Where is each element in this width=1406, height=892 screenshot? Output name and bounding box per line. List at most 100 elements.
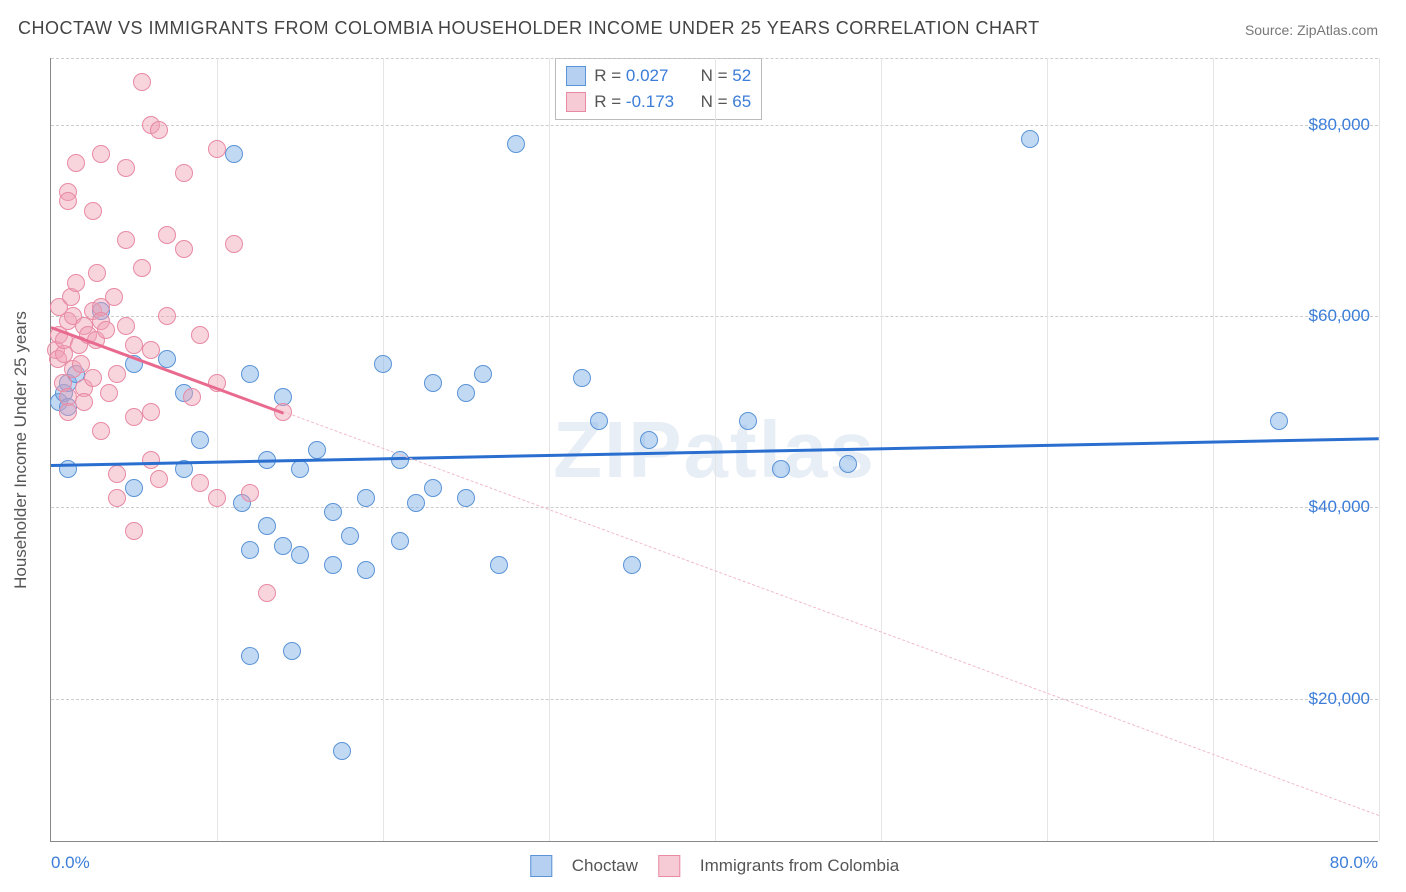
legend-label: Choctaw <box>572 856 638 876</box>
data-point <box>241 484 259 502</box>
data-point <box>225 145 243 163</box>
data-point <box>839 455 857 473</box>
y-axis-label: Householder Income Under 25 years <box>11 311 31 589</box>
y-tick-label: $20,000 <box>1309 689 1370 709</box>
data-point <box>333 742 351 760</box>
data-point <box>191 431 209 449</box>
trend-line-colombia-extrapolated <box>283 411 1379 816</box>
data-point <box>241 647 259 665</box>
data-point <box>75 393 93 411</box>
legend-stats: R = 0.027 N = 52 <box>594 63 751 89</box>
data-point <box>424 374 442 392</box>
legend-swatch <box>658 855 680 877</box>
data-point <box>142 403 160 421</box>
y-tick-label: $40,000 <box>1309 497 1370 517</box>
data-point <box>142 341 160 359</box>
source-link[interactable]: ZipAtlas.com <box>1297 22 1378 38</box>
data-point <box>158 226 176 244</box>
data-point <box>191 326 209 344</box>
legend-row: R = 0.027 N = 52 <box>566 63 751 89</box>
data-point <box>133 259 151 277</box>
data-point <box>125 336 143 354</box>
data-point <box>117 231 135 249</box>
legend-stats: R = -0.173 N = 65 <box>594 89 751 115</box>
data-point <box>208 140 226 158</box>
data-point <box>225 235 243 253</box>
legend-swatch <box>566 92 586 112</box>
data-point <box>183 388 201 406</box>
data-point <box>739 412 757 430</box>
data-point <box>424 479 442 497</box>
data-point <box>324 503 342 521</box>
legend-row: R = -0.173 N = 65 <box>566 89 751 115</box>
data-point <box>258 517 276 535</box>
x-tick-label: 80.0% <box>1330 853 1378 873</box>
data-point <box>241 541 259 559</box>
data-point <box>88 264 106 282</box>
data-point <box>158 307 176 325</box>
data-point <box>150 470 168 488</box>
data-point <box>341 527 359 545</box>
data-point <box>67 274 85 292</box>
data-point <box>457 489 475 507</box>
gridline-v <box>1379 58 1380 841</box>
x-tick-label: 0.0% <box>51 853 90 873</box>
data-point <box>100 384 118 402</box>
legend-label: Immigrants from Colombia <box>700 856 899 876</box>
data-point <box>274 537 292 555</box>
data-point <box>590 412 608 430</box>
data-point <box>374 355 392 373</box>
data-point <box>258 584 276 602</box>
data-point <box>150 121 168 139</box>
data-point <box>175 240 193 258</box>
y-tick-label: $60,000 <box>1309 306 1370 326</box>
data-point <box>772 460 790 478</box>
correlation-legend: R = 0.027 N = 52R = -0.173 N = 65 <box>555 58 762 120</box>
data-point <box>92 145 110 163</box>
data-point <box>125 479 143 497</box>
data-point <box>291 546 309 564</box>
data-point <box>105 288 123 306</box>
chart-title: CHOCTAW VS IMMIGRANTS FROM COLOMBIA HOUS… <box>18 18 1040 39</box>
data-point <box>67 154 85 172</box>
data-point <box>457 384 475 402</box>
data-point <box>59 192 77 210</box>
data-point <box>1021 130 1039 148</box>
legend-swatch <box>566 66 586 86</box>
data-point <box>291 460 309 478</box>
data-point <box>125 408 143 426</box>
data-point <box>97 321 115 339</box>
data-point <box>191 474 209 492</box>
data-point <box>208 489 226 507</box>
data-point <box>308 441 326 459</box>
data-point <box>324 556 342 574</box>
gridline-v <box>549 58 550 841</box>
data-point <box>125 522 143 540</box>
data-point <box>357 489 375 507</box>
data-point <box>84 369 102 387</box>
data-point <box>117 317 135 335</box>
gridline-v <box>217 58 218 841</box>
data-point <box>175 164 193 182</box>
data-point <box>573 369 591 387</box>
gridline-v <box>1213 58 1214 841</box>
data-point <box>92 422 110 440</box>
gridline-v <box>1047 58 1048 841</box>
data-point <box>623 556 641 574</box>
source-prefix: Source: <box>1245 22 1297 38</box>
data-point <box>241 365 259 383</box>
data-point <box>407 494 425 512</box>
data-point <box>84 202 102 220</box>
data-point <box>283 642 301 660</box>
data-point <box>357 561 375 579</box>
data-point <box>640 431 658 449</box>
data-point <box>490 556 508 574</box>
gridline-v <box>715 58 716 841</box>
data-point <box>391 532 409 550</box>
data-point <box>1270 412 1288 430</box>
data-point <box>108 489 126 507</box>
data-point <box>59 403 77 421</box>
data-point <box>108 465 126 483</box>
data-point <box>133 73 151 91</box>
legend-swatch <box>530 855 552 877</box>
